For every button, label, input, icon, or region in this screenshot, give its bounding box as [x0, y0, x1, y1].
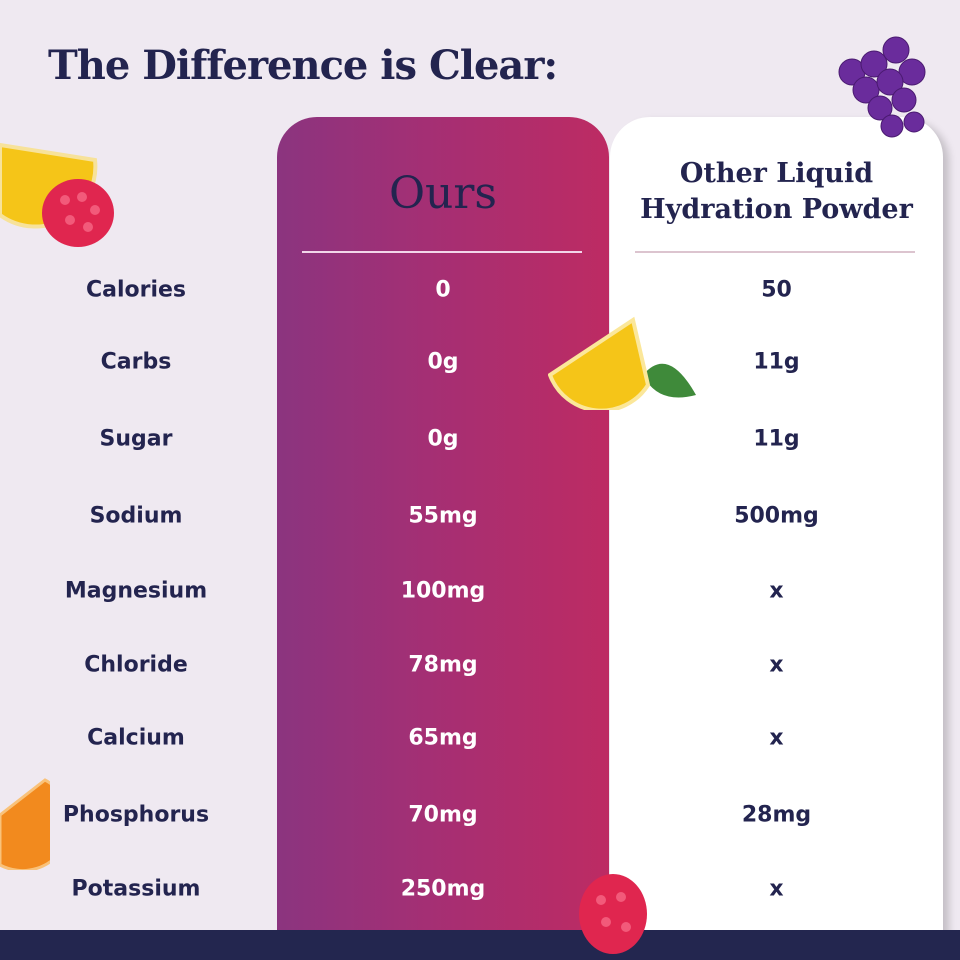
- other-value: x: [769, 876, 784, 902]
- grapes-icon: [838, 36, 926, 138]
- lemon-leaf-icon: [548, 316, 696, 410]
- ours-value: 70mg: [408, 802, 478, 828]
- other-divider: [635, 251, 915, 253]
- ours-value: 100mg: [400, 578, 486, 604]
- row-label: Calcium: [87, 725, 185, 751]
- row-label: Sugar: [99, 426, 173, 452]
- orange-icon: [0, 778, 50, 870]
- raspberry-bottom-icon: [579, 874, 647, 954]
- ours-column: [277, 117, 609, 947]
- ours-value: 78mg: [408, 652, 478, 678]
- other-header-line2: Hydration Powder: [640, 194, 913, 225]
- other-value: 28mg: [741, 802, 812, 828]
- ours-divider: [302, 251, 582, 253]
- other-value: 11g: [753, 349, 800, 375]
- row-label: Magnesium: [64, 578, 208, 604]
- ours-value: 55mg: [408, 503, 478, 529]
- other-value: 500mg: [734, 503, 819, 529]
- page-title: The Difference is Clear:: [48, 42, 558, 89]
- other-value: x: [769, 725, 784, 751]
- ours-value: 0g: [427, 349, 459, 375]
- ours-value: 0: [435, 277, 451, 303]
- raspberry-icon: [42, 179, 114, 247]
- row-label: Calories: [85, 277, 187, 303]
- other-value: 50: [761, 277, 792, 303]
- other-column: [610, 117, 943, 947]
- row-label: Phosphorus: [62, 802, 210, 828]
- other-value: 11g: [753, 426, 800, 452]
- row-label: Carbs: [100, 349, 172, 375]
- other-value: x: [769, 652, 784, 678]
- ours-header: Ours: [388, 168, 498, 219]
- ours-value: 250mg: [400, 876, 486, 902]
- other-value: x: [769, 578, 784, 604]
- ours-value: 65mg: [408, 725, 478, 751]
- other-header-line1: Other Liquid: [679, 158, 874, 189]
- row-label: Sodium: [89, 503, 183, 529]
- row-label: Chloride: [84, 652, 188, 678]
- other-header: Other Liquid Hydration Powder: [610, 156, 943, 228]
- row-label: Potassium: [71, 876, 201, 902]
- ours-value: 0g: [427, 426, 459, 452]
- footer-bar: [0, 930, 960, 960]
